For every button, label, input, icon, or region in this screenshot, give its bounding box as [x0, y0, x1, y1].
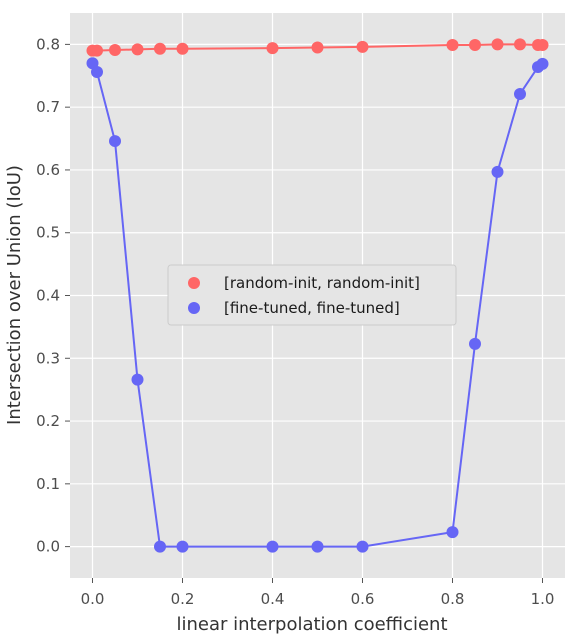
- x-tick-label: 0.4: [261, 590, 285, 608]
- data-point-random-init: [131, 43, 144, 56]
- data-point-random-init: [491, 38, 504, 51]
- data-point-random-init: [266, 42, 279, 55]
- data-point-random-init: [176, 42, 189, 55]
- x-tick-label: 0.6: [351, 590, 375, 608]
- legend-marker-fine-tuned: [188, 302, 200, 314]
- series-layer: [86, 38, 549, 553]
- y-tick-label: 0.6: [36, 161, 60, 179]
- series-random-init: [86, 38, 549, 57]
- data-point-random-init: [356, 40, 369, 53]
- series-fine-tuned: [86, 57, 549, 553]
- x-tick-label: 1.0: [531, 590, 555, 608]
- legend-label-random-init: [random-init, random-init]: [224, 274, 420, 292]
- y-tick-label: 0.1: [36, 475, 60, 493]
- y-tick-label: 0.4: [36, 287, 60, 305]
- data-point-fine-tuned: [446, 526, 459, 539]
- legend-marker-random-init: [188, 277, 200, 289]
- data-point-fine-tuned: [311, 540, 324, 553]
- data-point-fine-tuned: [91, 66, 103, 79]
- data-point-random-init: [514, 38, 526, 51]
- data-point-random-init: [91, 44, 103, 57]
- data-point-fine-tuned: [109, 135, 121, 148]
- y-tick-label: 0.8: [36, 35, 60, 53]
- y-axis-label: Intersection over Union (IoU): [4, 165, 25, 425]
- x-tick-label: 0.2: [171, 590, 195, 608]
- data-point-fine-tuned: [356, 540, 369, 553]
- y-tick-label: 0.7: [36, 98, 60, 116]
- data-point-random-init: [536, 39, 549, 52]
- legend-label-fine-tuned: [fine-tuned, fine-tuned]: [224, 299, 400, 317]
- data-point-random-init: [109, 44, 121, 57]
- data-point-random-init: [446, 39, 459, 52]
- data-point-fine-tuned: [176, 540, 189, 553]
- y-tick-label: 0.2: [36, 412, 60, 430]
- data-point-random-init: [311, 41, 324, 54]
- data-point-fine-tuned: [266, 540, 279, 553]
- x-tick-label: 0.0: [81, 590, 105, 608]
- axis-ticks: 0.0 0.2 0.4 0.6 0.8 1.0 0.0 0.1 0.2 0.3 0.4 0.5 0.6 0…: [36, 35, 554, 608]
- x-tick-label: 0.8: [441, 590, 465, 608]
- x-axis-label: linear interpolation coefficient: [176, 614, 447, 635]
- y-tick-label: 0.5: [36, 224, 60, 242]
- legend: [random-init, random-init] [fine-tuned, …: [167, 264, 457, 326]
- data-point-fine-tuned: [131, 373, 144, 386]
- data-point-fine-tuned: [514, 87, 526, 100]
- y-tick-label: 0.3: [36, 349, 60, 367]
- y-tick-label: 0.0: [36, 538, 60, 556]
- data-point-fine-tuned: [491, 165, 504, 178]
- legend-box: [167, 264, 457, 326]
- data-point-fine-tuned: [154, 540, 166, 553]
- data-point-random-init: [469, 39, 481, 52]
- data-point-fine-tuned: [536, 57, 549, 70]
- data-point-random-init: [154, 42, 166, 55]
- data-point-fine-tuned: [469, 337, 481, 350]
